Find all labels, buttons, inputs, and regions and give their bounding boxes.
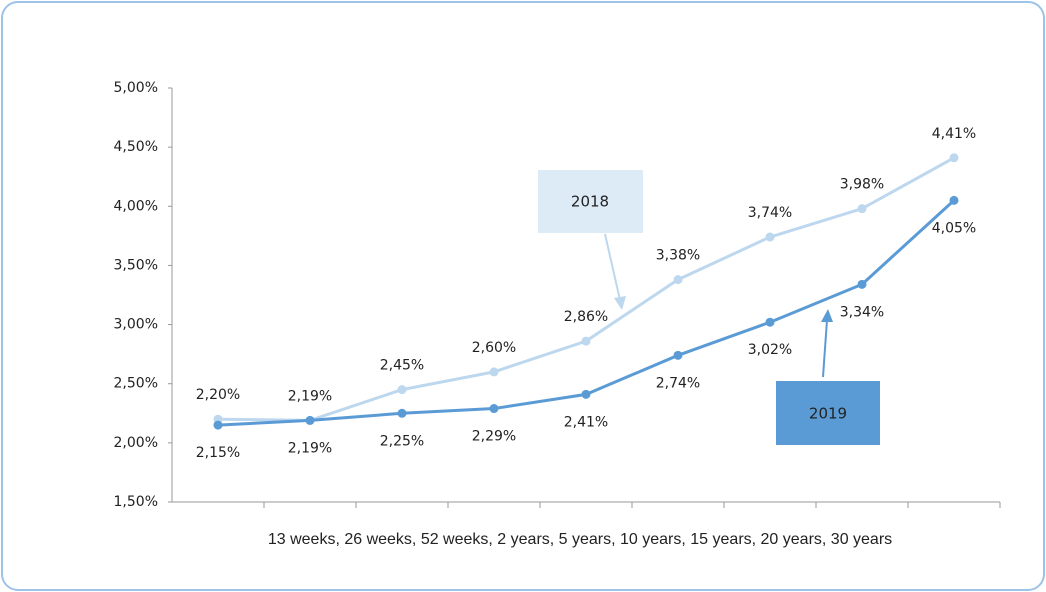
data-label: 4,41% bbox=[932, 126, 976, 142]
point bbox=[489, 404, 499, 414]
point bbox=[765, 232, 775, 242]
data-label: 2,41% bbox=[564, 414, 608, 430]
x-axis-label: 13 weeks, 26 weeks, 52 weeks, 2 years, 5… bbox=[268, 531, 892, 548]
data-label: 3,02% bbox=[748, 342, 792, 358]
point bbox=[581, 389, 591, 399]
arrow bbox=[604, 233, 626, 310]
data-label: 2,29% bbox=[472, 429, 516, 445]
point bbox=[857, 279, 867, 289]
y-tick-label: 2,00% bbox=[114, 435, 158, 451]
legend-label: 2018 bbox=[571, 193, 609, 211]
data-label: 2,25% bbox=[380, 433, 424, 449]
point bbox=[949, 153, 959, 163]
arrow bbox=[821, 309, 833, 378]
data-label: 2,74% bbox=[656, 375, 700, 391]
y-tick-label: 4,00% bbox=[114, 198, 158, 214]
point bbox=[305, 415, 315, 425]
legend-box bbox=[538, 170, 643, 233]
point bbox=[397, 408, 407, 418]
data-label: 2,15% bbox=[196, 445, 240, 461]
y-tick-label: 1,50% bbox=[114, 494, 158, 510]
y-tick-label: 2,50% bbox=[114, 376, 158, 392]
point bbox=[765, 317, 775, 327]
data-label: 3,38% bbox=[656, 248, 700, 264]
data-label: 2,19% bbox=[288, 440, 332, 456]
point bbox=[673, 350, 683, 360]
point bbox=[673, 275, 683, 285]
data-label: 2,20% bbox=[196, 387, 240, 403]
y-tick-label: 5,00% bbox=[114, 80, 158, 96]
legend-box bbox=[776, 381, 880, 445]
data-label: 4,05% bbox=[932, 220, 976, 236]
point bbox=[397, 385, 407, 395]
data-label: 2,60% bbox=[472, 340, 516, 356]
point bbox=[857, 204, 867, 214]
y-tick-label: 3,50% bbox=[114, 257, 158, 273]
y-tick-label: 4,50% bbox=[114, 139, 158, 155]
data-label: 2,45% bbox=[380, 358, 424, 374]
data-label: 2,86% bbox=[564, 309, 608, 325]
y-tick-label: 3,00% bbox=[114, 317, 158, 333]
point bbox=[213, 420, 223, 430]
point bbox=[489, 367, 499, 377]
data-label: 3,34% bbox=[840, 304, 884, 320]
data-label: 3,98% bbox=[840, 177, 884, 193]
point bbox=[581, 336, 591, 346]
data-label: 2,19% bbox=[288, 388, 332, 404]
data-label: 3,74% bbox=[748, 205, 792, 221]
legend-label: 2019 bbox=[809, 405, 847, 423]
point bbox=[949, 195, 959, 205]
